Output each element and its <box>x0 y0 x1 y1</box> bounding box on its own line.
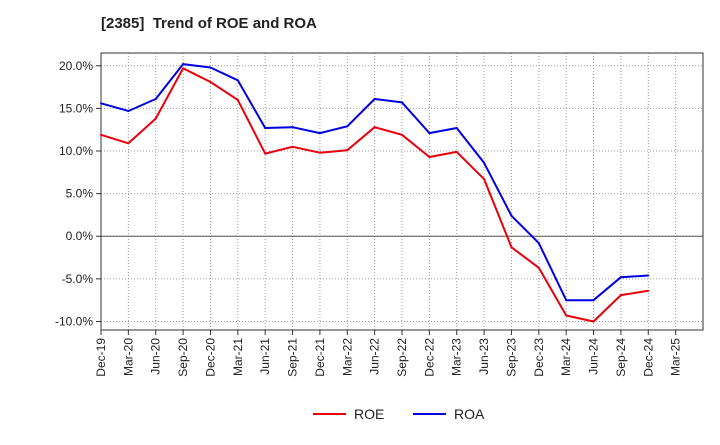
legend: ROE ROA <box>313 406 485 422</box>
data-point-roa <box>401 101 403 104</box>
x-tick-label: Mar-24 <box>559 338 573 376</box>
data-point-roa <box>236 79 239 82</box>
data-point-roa <box>127 109 130 112</box>
data-point-roa <box>619 276 622 279</box>
data-point-roe <box>483 178 486 181</box>
data-point-roe <box>401 133 403 136</box>
data-point-roe <box>154 117 157 120</box>
data-point-roa <box>647 274 650 277</box>
grid <box>100 52 704 331</box>
legend-label-roe: ROE <box>354 406 384 422</box>
x-tick-label: Sep-20 <box>176 338 190 377</box>
x-tick-label: Dec-22 <box>422 338 436 377</box>
data-point-roe <box>537 266 540 269</box>
data-point-roe <box>291 145 294 148</box>
data-point-roa <box>264 127 267 130</box>
series-lines <box>100 63 650 323</box>
chart-title: [2385] Trend of ROE and ROA <box>101 15 317 32</box>
data-point-roa <box>510 214 513 217</box>
data-point-roe <box>592 320 595 323</box>
x-tick-label: Dec-19 <box>94 338 108 377</box>
x-tick-label: Sep-21 <box>286 338 300 377</box>
data-point-roa <box>154 98 157 101</box>
data-point-roe <box>346 149 349 152</box>
x-tick-label: Dec-23 <box>532 338 546 377</box>
data-point-roa <box>565 299 568 302</box>
x-axis: Dec-19 Mar-20 Jun-20 Sep-20 Dec-20 Mar-21 Jun-… <box>94 330 683 377</box>
x-tick-label: Mar-21 <box>231 338 245 376</box>
x-tick-label: Jun-22 <box>368 338 382 375</box>
data-point-roa <box>182 63 185 66</box>
x-tick-label: Sep-23 <box>504 338 518 377</box>
y-tick-label: -10.0% <box>55 314 93 328</box>
x-tick-label: Jun-20 <box>149 338 163 375</box>
y-tick-label: -5.0% <box>62 272 94 286</box>
data-point-roe <box>127 142 130 145</box>
data-point-roe <box>182 67 185 70</box>
data-point-roa <box>209 66 212 69</box>
data-point-roa <box>318 132 321 135</box>
data-point-roe <box>510 246 513 249</box>
y-tick-label: 0.0% <box>66 229 94 243</box>
x-tick-label: Sep-24 <box>614 338 628 377</box>
data-point-roe <box>236 98 239 101</box>
y-tick-label: 15.0% <box>59 101 93 115</box>
x-tick-label: Sep-22 <box>395 338 409 377</box>
x-tick-label: Dec-20 <box>203 338 217 377</box>
data-point-roa <box>100 102 102 105</box>
x-tick-label: Dec-24 <box>641 338 655 377</box>
x-tick-label: Jun-21 <box>258 338 272 375</box>
x-tick-label: Mar-23 <box>450 338 464 376</box>
data-point-roe <box>373 126 376 129</box>
y-tick-label: 20.0% <box>59 59 93 73</box>
data-point-roe <box>209 80 212 83</box>
data-point-roe <box>647 289 650 292</box>
data-point-roa <box>346 125 349 128</box>
data-point-roa <box>291 126 294 129</box>
y-tick-label: 10.0% <box>59 144 93 158</box>
x-tick-label: Mar-25 <box>669 338 683 376</box>
data-point-roe <box>455 150 458 153</box>
x-tick-label: Mar-22 <box>340 338 354 376</box>
data-point-roa <box>592 299 595 302</box>
y-tick-label: 5.0% <box>66 187 94 201</box>
x-tick-label: Mar-20 <box>121 338 135 376</box>
data-point-roa <box>455 127 458 130</box>
data-point-roa <box>373 98 376 101</box>
y-axis: -10.0% -5.0% 0.0% 5.0% 10.0% 15.0% 20.0% <box>55 59 101 328</box>
data-point-roe <box>619 294 622 297</box>
data-point-roe <box>318 151 321 154</box>
data-point-roa <box>537 242 540 245</box>
x-tick-label: Jun-24 <box>587 338 601 375</box>
x-tick-label: Dec-21 <box>313 338 327 377</box>
data-point-roa <box>483 161 486 164</box>
data-point-roe <box>100 133 102 136</box>
data-point-roe <box>565 314 568 317</box>
data-point-roe <box>428 155 431 158</box>
legend-label-roa: ROA <box>454 406 485 422</box>
data-point-roa <box>428 132 431 135</box>
data-point-roe <box>264 152 267 155</box>
x-tick-label: Jun-23 <box>477 338 491 375</box>
